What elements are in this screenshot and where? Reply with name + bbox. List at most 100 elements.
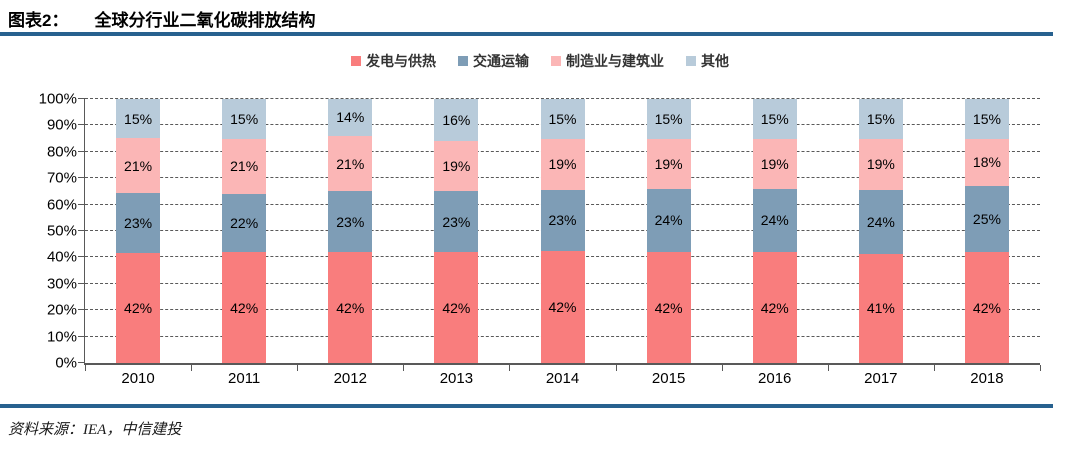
x-tick [85,365,86,371]
bar-segment-2012: 14% [328,99,373,136]
data-label: 42% [230,299,259,316]
x-axis-label-2017: 2017 [864,370,898,387]
bar-2013: 42% 23% 19% 16% [434,99,479,363]
data-label: 15% [866,111,895,128]
bar-segment-2013: 42% [434,252,479,363]
data-label: 42% [124,300,153,317]
legend-marker-icon [351,56,361,66]
bar-segment-2016: 15% [752,99,797,139]
bar-segment-2015: 15% [646,99,691,139]
data-label: 18% [972,154,1001,171]
legend-label: 制造业与建筑业 [566,53,664,69]
x-tick [615,365,617,371]
y-axis-label-70: 70% [46,169,77,187]
legend-label: 交通运输 [473,53,529,69]
x-tick [1040,365,1041,371]
figure-title: 全球分行业二氧化碳排放结构 [94,11,316,30]
data-label: 42% [548,299,577,315]
bar-segment-2012: 21% [328,135,373,192]
bar-2014: 42% 23% 19% 15% [540,99,585,363]
y-tick [78,230,84,231]
data-label: 15% [124,110,153,127]
y-axis-line [84,98,85,363]
bar-2012: 42% 23% 21% 14% [328,99,373,363]
y-axis-label-100: 100% [38,90,77,108]
y-axis-label-50: 50% [46,222,77,240]
y-tick [78,177,84,179]
bar-segment-2018: 18% [964,138,1009,187]
x-tick [403,365,405,371]
bar-2016: 42% 24% 19% 15% [752,99,797,363]
bar-segment-2012: 23% [328,191,373,253]
y-axis-label-80: 80% [46,143,77,161]
data-label: 15% [230,110,259,127]
bar-segment-2018: 15% [964,99,1009,139]
bar-segment-2010: 23% [116,193,161,254]
bar-segment-2011: 22% [222,194,267,253]
data-label: 15% [654,110,683,127]
data-label: 16% [442,112,471,129]
data-label: 19% [442,158,471,175]
bar-2010: 42% 23% 21% 15% [116,99,161,363]
bar-segment-2014: 15% [540,99,585,140]
bar-segment-2017: 41% [858,253,903,363]
legend-label: 发电与供热 [366,53,436,69]
x-axis-label-2013: 2013 [439,370,474,387]
legend-marker-icon [551,56,561,66]
data-label: 42% [760,299,789,316]
data-label: 25% [972,211,1001,228]
x-tick [721,365,723,371]
data-label: 23% [548,212,577,229]
x-axis-label-2018: 2018 [970,370,1004,387]
y-axis-label-30: 30% [46,275,77,293]
y-axis-label-40: 40% [46,248,77,266]
data-label: 15% [760,110,789,127]
legend-label: 其他 [701,53,729,69]
data-label: 15% [548,111,577,128]
y-axis-label-60: 60% [46,196,77,214]
x-axis-label-2011: 2011 [228,370,261,387]
data-label: 42% [654,299,683,316]
y-tick [78,335,84,337]
bar-segment-2012: 42% [328,252,373,363]
data-label: 19% [654,155,683,172]
data-label: 41% [866,300,895,317]
data-label: 14% [336,109,365,126]
y-axis-label-90: 90% [46,116,77,134]
bar-segment-2013: 23% [434,191,479,253]
gridline-100 [85,98,1040,99]
bar-segment-2015: 42% [646,252,691,363]
data-label: 15% [972,110,1001,127]
bar-segment-2018: 25% [964,186,1009,253]
bar-segment-2017: 19% [858,139,903,190]
bar-segment-2015: 24% [646,188,691,253]
y-tick [78,362,84,363]
data-label: 19% [760,155,789,172]
bar-segment-2010: 42% [116,253,161,363]
data-label: 23% [442,213,471,230]
legend: 发电与供热 交通运输 制造业与建筑业 其他 [0,51,1080,71]
x-axis-label-2014: 2014 [545,370,580,387]
bar-segment-2017: 24% [858,189,903,254]
data-label: 42% [972,299,1001,316]
figure-number: 图表2： [8,11,69,30]
y-axis-label-10: 10% [46,328,77,346]
bar-segment-2015: 19% [646,138,691,189]
x-axis-line [84,363,1040,365]
y-tick [78,282,84,284]
x-tick [297,365,299,371]
bar-segment-2018: 42% [964,252,1009,363]
bar-segment-2011: 21% [222,138,267,195]
data-label: 24% [866,213,895,230]
bar-segment-2014: 42% [540,251,585,363]
y-tick [78,309,84,311]
source-note: 资料来源：IEA，中信建投 [8,422,182,438]
data-label: 24% [760,212,789,229]
bar-2011: 42% 22% 21% 15% [222,99,267,363]
legend-marker-icon [458,56,468,66]
data-label: 23% [336,213,365,230]
x-tick [509,365,511,371]
bar-segment-2016: 42% [752,252,797,363]
x-axis-label-2016: 2016 [758,370,792,387]
